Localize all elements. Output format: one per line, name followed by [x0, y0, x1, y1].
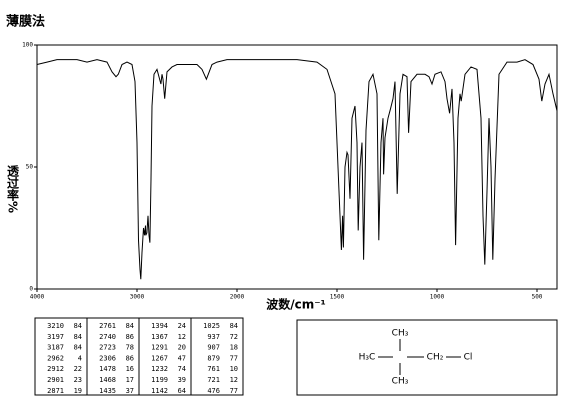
- peak-transmittance: 19: [74, 387, 82, 395]
- peak-transmittance: 77: [230, 354, 238, 362]
- peak-transmittance: 47: [178, 354, 186, 362]
- peak-wavenumber: 2912: [47, 365, 64, 373]
- peak-transmittance: 16: [126, 365, 134, 373]
- peak-wavenumber: 721: [207, 376, 220, 384]
- peak-wavenumber: 2306: [99, 354, 116, 362]
- peak-transmittance: 20: [178, 344, 186, 352]
- peak-wavenumber: 1367: [151, 333, 168, 341]
- peak-wavenumber: 1232: [151, 365, 168, 373]
- title: 薄膜法: [6, 14, 45, 30]
- x-tick-label: 1000: [430, 294, 445, 301]
- peak-transmittance: 23: [74, 376, 82, 384]
- structure-frame: [296, 319, 558, 396]
- peak-transmittance: 4: [78, 354, 82, 362]
- peak-wavenumber: 1394: [151, 322, 168, 330]
- y-tick-label: 100: [22, 42, 33, 49]
- peak-transmittance: 86: [126, 354, 134, 362]
- atom-label: CH₃: [392, 377, 409, 387]
- x-axis-label: 波数/cm⁻¹: [266, 297, 326, 312]
- peak-transmittance: 72: [230, 333, 238, 341]
- peak-wavenumber: 2761: [99, 322, 116, 330]
- atom-label: H₃C: [359, 353, 376, 363]
- peak-transmittance: 10: [230, 365, 238, 373]
- peak-wavenumber: 1468: [99, 376, 116, 384]
- y-tick-label: 50: [26, 164, 34, 171]
- peak-transmittance: 78: [126, 344, 134, 352]
- peak-transmittance: 12: [178, 333, 186, 341]
- peak-wavenumber: 879: [207, 354, 220, 362]
- peak-wavenumber: 907: [207, 344, 220, 352]
- peak-transmittance: 77: [230, 387, 238, 395]
- peak-transmittance: 22: [74, 365, 82, 373]
- x-tick-label: 4000: [30, 294, 45, 301]
- peak-transmittance: 17: [126, 376, 134, 384]
- y-axis-label: 透过率%: [6, 165, 20, 213]
- peak-transmittance: 84: [126, 322, 134, 330]
- peak-wavenumber: 2871: [47, 387, 64, 395]
- spectrum-line: [36, 59, 558, 280]
- peak-transmittance: 18: [230, 344, 238, 352]
- peak-transmittance: 84: [74, 322, 82, 330]
- x-tick-label: 3000: [130, 294, 145, 301]
- peak-wavenumber: 1267: [151, 354, 168, 362]
- peak-wavenumber: 2962: [47, 354, 64, 362]
- peak-wavenumber: 1478: [99, 365, 116, 373]
- plot-frame: [36, 44, 558, 290]
- bonds: [378, 339, 461, 375]
- peak-wavenumber: 3197: [47, 333, 64, 341]
- peak-wavenumber: 937: [207, 333, 220, 341]
- peak-wavenumber: 2901: [47, 376, 64, 384]
- peak-transmittance: 12: [230, 376, 238, 384]
- peak-wavenumber: 761: [207, 365, 220, 373]
- x-tick-label: 500: [532, 294, 543, 301]
- peak-transmittance: 64: [178, 387, 186, 395]
- peak-wavenumber: 1199: [151, 376, 168, 384]
- peak-wavenumber: 1025: [203, 322, 220, 330]
- peak-transmittance: 84: [74, 333, 82, 341]
- atom-label: Cl: [464, 353, 473, 363]
- atom-label: CH₃: [392, 329, 409, 339]
- peak-transmittance: 84: [230, 322, 238, 330]
- x-tick-label: 1500: [330, 294, 345, 301]
- peak-transmittance: 86: [126, 333, 134, 341]
- peak-wavenumber: 3210: [47, 322, 64, 330]
- peak-transmittance: 24: [178, 322, 186, 330]
- atom-label: CH₂: [427, 353, 444, 363]
- peak-wavenumber: 476: [207, 387, 220, 395]
- peak-wavenumber: 1142: [151, 387, 168, 395]
- peak-transmittance: 39: [178, 376, 186, 384]
- peak-wavenumber: 2723: [99, 344, 116, 352]
- peak-wavenumber: 3187: [47, 344, 64, 352]
- peak-transmittance: 74: [178, 365, 186, 373]
- x-tick-label: 2000: [230, 294, 245, 301]
- peak-wavenumber: 2740: [99, 333, 116, 341]
- peak-transmittance: 84: [74, 344, 82, 352]
- peak-transmittance: 37: [126, 387, 134, 395]
- peak-wavenumber: 1291: [151, 344, 168, 352]
- peak-wavenumber: 1435: [99, 387, 116, 395]
- y-tick-label: 0: [29, 286, 33, 293]
